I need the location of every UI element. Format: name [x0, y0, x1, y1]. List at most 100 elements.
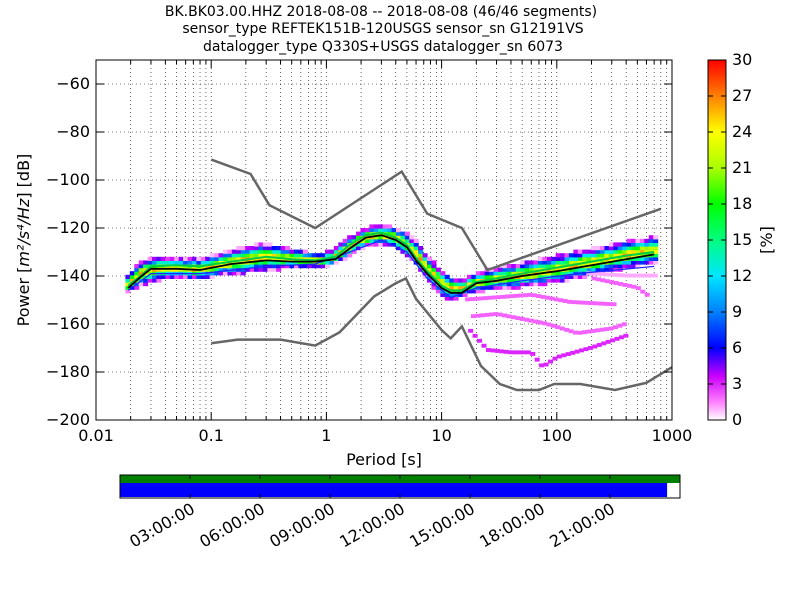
psd-cell [599, 249, 606, 254]
psd-cell [462, 278, 468, 283]
psd-cell [240, 264, 246, 269]
psd-cell [125, 289, 131, 294]
psd-cell [613, 249, 619, 254]
psd-outlier-cell [591, 276, 597, 281]
psd-outlier-cell [525, 350, 531, 355]
psd-cell [236, 256, 242, 261]
psd-outlier-cell [477, 338, 483, 343]
psd-cell [271, 246, 277, 251]
psd-cell [276, 260, 282, 265]
psd-cell [209, 264, 215, 269]
psd-outlier-cell [605, 339, 611, 344]
psd-cell [209, 274, 215, 279]
psd-cell [152, 260, 158, 265]
psd-cell [409, 242, 415, 247]
psd-cell [511, 271, 517, 276]
psd-cell [134, 285, 140, 290]
nlnm-line [211, 276, 672, 392]
psd-outlier-cell [488, 312, 494, 317]
psd-cell [378, 238, 384, 243]
timeline-tick-label: 21:00:00 [546, 499, 618, 551]
psd-cell [617, 249, 623, 254]
psd-cell [644, 260, 650, 265]
psd-cell [280, 249, 286, 254]
psd-outlier-cell [592, 344, 598, 349]
psd-cell [218, 256, 224, 261]
psd-cell [262, 242, 268, 247]
psd-cell [324, 264, 331, 269]
psd-cell [382, 228, 388, 233]
psd-cell [178, 274, 184, 279]
psd-cell [449, 292, 455, 297]
psd-cell [568, 253, 574, 258]
psd-cell [333, 246, 339, 251]
psd-outlier-cell [547, 359, 554, 364]
psd-cell [586, 256, 592, 261]
psd-cell [604, 267, 610, 272]
psd-cell [183, 256, 189, 261]
psd-cell [413, 260, 419, 265]
psd-cell [435, 267, 441, 272]
psd-outlier-cell [593, 301, 599, 306]
psd-cell [568, 274, 574, 279]
psd-cell [586, 249, 592, 254]
psd-cell [524, 274, 530, 279]
psd-outlier-cell [590, 329, 596, 333]
psd-cell [639, 249, 645, 254]
psd-outlier-cell [603, 272, 609, 277]
psd-cell [631, 264, 637, 269]
y-axis-label-prefix: Power [ [14, 267, 33, 327]
psd-outlier-cell [567, 299, 573, 304]
psd-cell [635, 249, 641, 254]
psd-cell [302, 253, 308, 258]
psd-outlier-cell [493, 312, 499, 317]
psd-cell [502, 285, 508, 290]
psd-outlier-cell [643, 273, 649, 278]
psd-outlier-cell [528, 318, 534, 323]
psd-cell [475, 274, 481, 279]
psd-cell [631, 238, 637, 243]
psd-cell [506, 271, 512, 276]
psd-cell [156, 274, 162, 279]
psd-outlier-cell [471, 314, 477, 319]
psd-cell [604, 253, 610, 258]
psd-cell [378, 224, 384, 229]
psd-cell [400, 231, 406, 236]
psd-cell [400, 249, 406, 254]
psd-cell [147, 274, 153, 279]
psd-outlier-cell [552, 356, 558, 361]
psd-cell [276, 267, 282, 272]
psd-cell [555, 278, 561, 283]
psd-outlier-cell [589, 301, 595, 306]
psd-cell [520, 260, 526, 265]
psd-cell [595, 246, 601, 251]
psd-cell [134, 264, 140, 269]
psd-cell [595, 253, 601, 258]
psd-cell [653, 235, 659, 240]
psd-outlier-cell [496, 295, 502, 300]
x-tick-label: 100 [542, 426, 573, 445]
title-line-3: datalogger_type Q330S+USGS datalogger_sn… [203, 39, 563, 55]
psd-cell [404, 235, 410, 240]
psd-cell [156, 267, 162, 272]
psd-outlier-cell [494, 348, 500, 353]
psd-cell [293, 249, 299, 254]
psd-cell [511, 285, 517, 290]
psd-cell [240, 246, 246, 251]
psd-cell [125, 282, 131, 287]
psd-cell [160, 267, 166, 272]
psd-cell [622, 242, 628, 247]
psd-cell [431, 271, 437, 276]
psd-cell [227, 267, 233, 272]
psd-cell [560, 278, 566, 283]
psd-cell [475, 278, 481, 283]
psd-cell [449, 282, 455, 287]
psd-cell [542, 274, 548, 279]
psd-cell [458, 292, 464, 297]
psd-cell [653, 238, 659, 243]
psd-cell [471, 289, 477, 294]
psd-cell [382, 224, 388, 229]
psd-cell [205, 274, 211, 279]
psd-outlier-cell [472, 333, 478, 338]
psd-cell [577, 249, 583, 254]
